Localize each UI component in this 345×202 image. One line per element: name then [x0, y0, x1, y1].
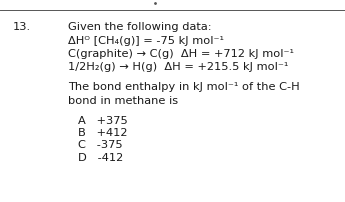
Text: C(graphite) → C(g)  ΔH = +712 kJ mol⁻¹: C(graphite) → C(g) ΔH = +712 kJ mol⁻¹	[68, 49, 294, 59]
Text: bond in methane is: bond in methane is	[68, 96, 178, 106]
Text: 1/2H₂(g) → H(g)  ΔH = +215.5 kJ mol⁻¹: 1/2H₂(g) → H(g) ΔH = +215.5 kJ mol⁻¹	[68, 62, 288, 73]
Text: A   +375: A +375	[78, 116, 128, 125]
Text: The bond enthalpy in kJ mol⁻¹ of the C-H: The bond enthalpy in kJ mol⁻¹ of the C-H	[68, 82, 300, 93]
Text: Given the following data:: Given the following data:	[68, 22, 211, 32]
Text: B   +412: B +412	[78, 128, 128, 138]
Text: ΔHᴼ [CH₄(g)] = -75 kJ mol⁻¹: ΔHᴼ [CH₄(g)] = -75 kJ mol⁻¹	[68, 36, 224, 45]
Text: D   -412: D -412	[78, 153, 123, 163]
Text: C   -375: C -375	[78, 141, 122, 150]
Text: 13.: 13.	[13, 22, 31, 32]
